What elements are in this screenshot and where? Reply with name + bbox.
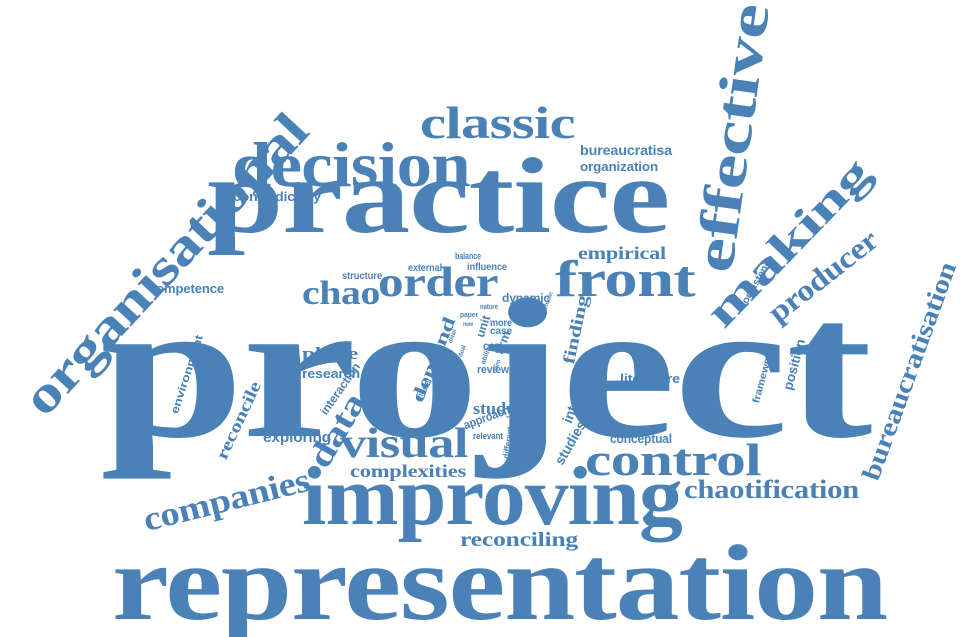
word-dynamic: dynamic <box>502 291 551 305</box>
word-cop: cop <box>483 339 502 353</box>
word-control: control <box>585 434 762 485</box>
word-order: order <box>378 260 498 306</box>
word-external: external <box>408 263 442 274</box>
word-review: review <box>477 364 510 376</box>
word-visual: visual <box>340 421 468 467</box>
word-new: new <box>463 322 474 328</box>
word-conceptual: conceptual <box>610 431 673 446</box>
word-bureaucratisation: bureaucratisation <box>856 258 963 485</box>
word-classic: classic <box>420 97 576 148</box>
word-front: front <box>555 251 696 308</box>
word-nature: nature <box>480 304 499 311</box>
word-improving: improving <box>302 450 683 543</box>
word-chao: chao <box>302 275 380 312</box>
word-representation: representation <box>112 524 888 637</box>
word-influence: influence <box>467 262 507 273</box>
word-research: research <box>302 366 361 381</box>
word-bureaucratisa: bureaucratisa <box>580 142 672 158</box>
word-study: study <box>473 399 515 418</box>
word-project: project <box>100 259 872 480</box>
word-phase: phase <box>302 344 359 363</box>
word-contradictory: contradictory <box>233 189 321 204</box>
word-exploring: exploring <box>263 429 332 446</box>
word-reconciling: reconciling <box>460 529 578 551</box>
word-literature: literature <box>620 371 680 386</box>
word-chaotification: chaotification <box>684 475 859 504</box>
word-case: case <box>490 326 512 337</box>
word-paper: paper <box>460 312 479 319</box>
word-empirical: empirical <box>578 243 666 263</box>
word-decision: decision <box>232 129 471 200</box>
word-balance: balance <box>455 251 481 261</box>
word-more: more <box>490 318 512 329</box>
word-competence: competence <box>149 281 225 296</box>
word-complexities: complexities <box>350 461 467 481</box>
word-relevant: relevant <box>473 431 503 441</box>
word-practice: practice <box>207 137 670 256</box>
word-structure: structure <box>342 271 382 282</box>
word-organization: organization <box>580 159 658 174</box>
